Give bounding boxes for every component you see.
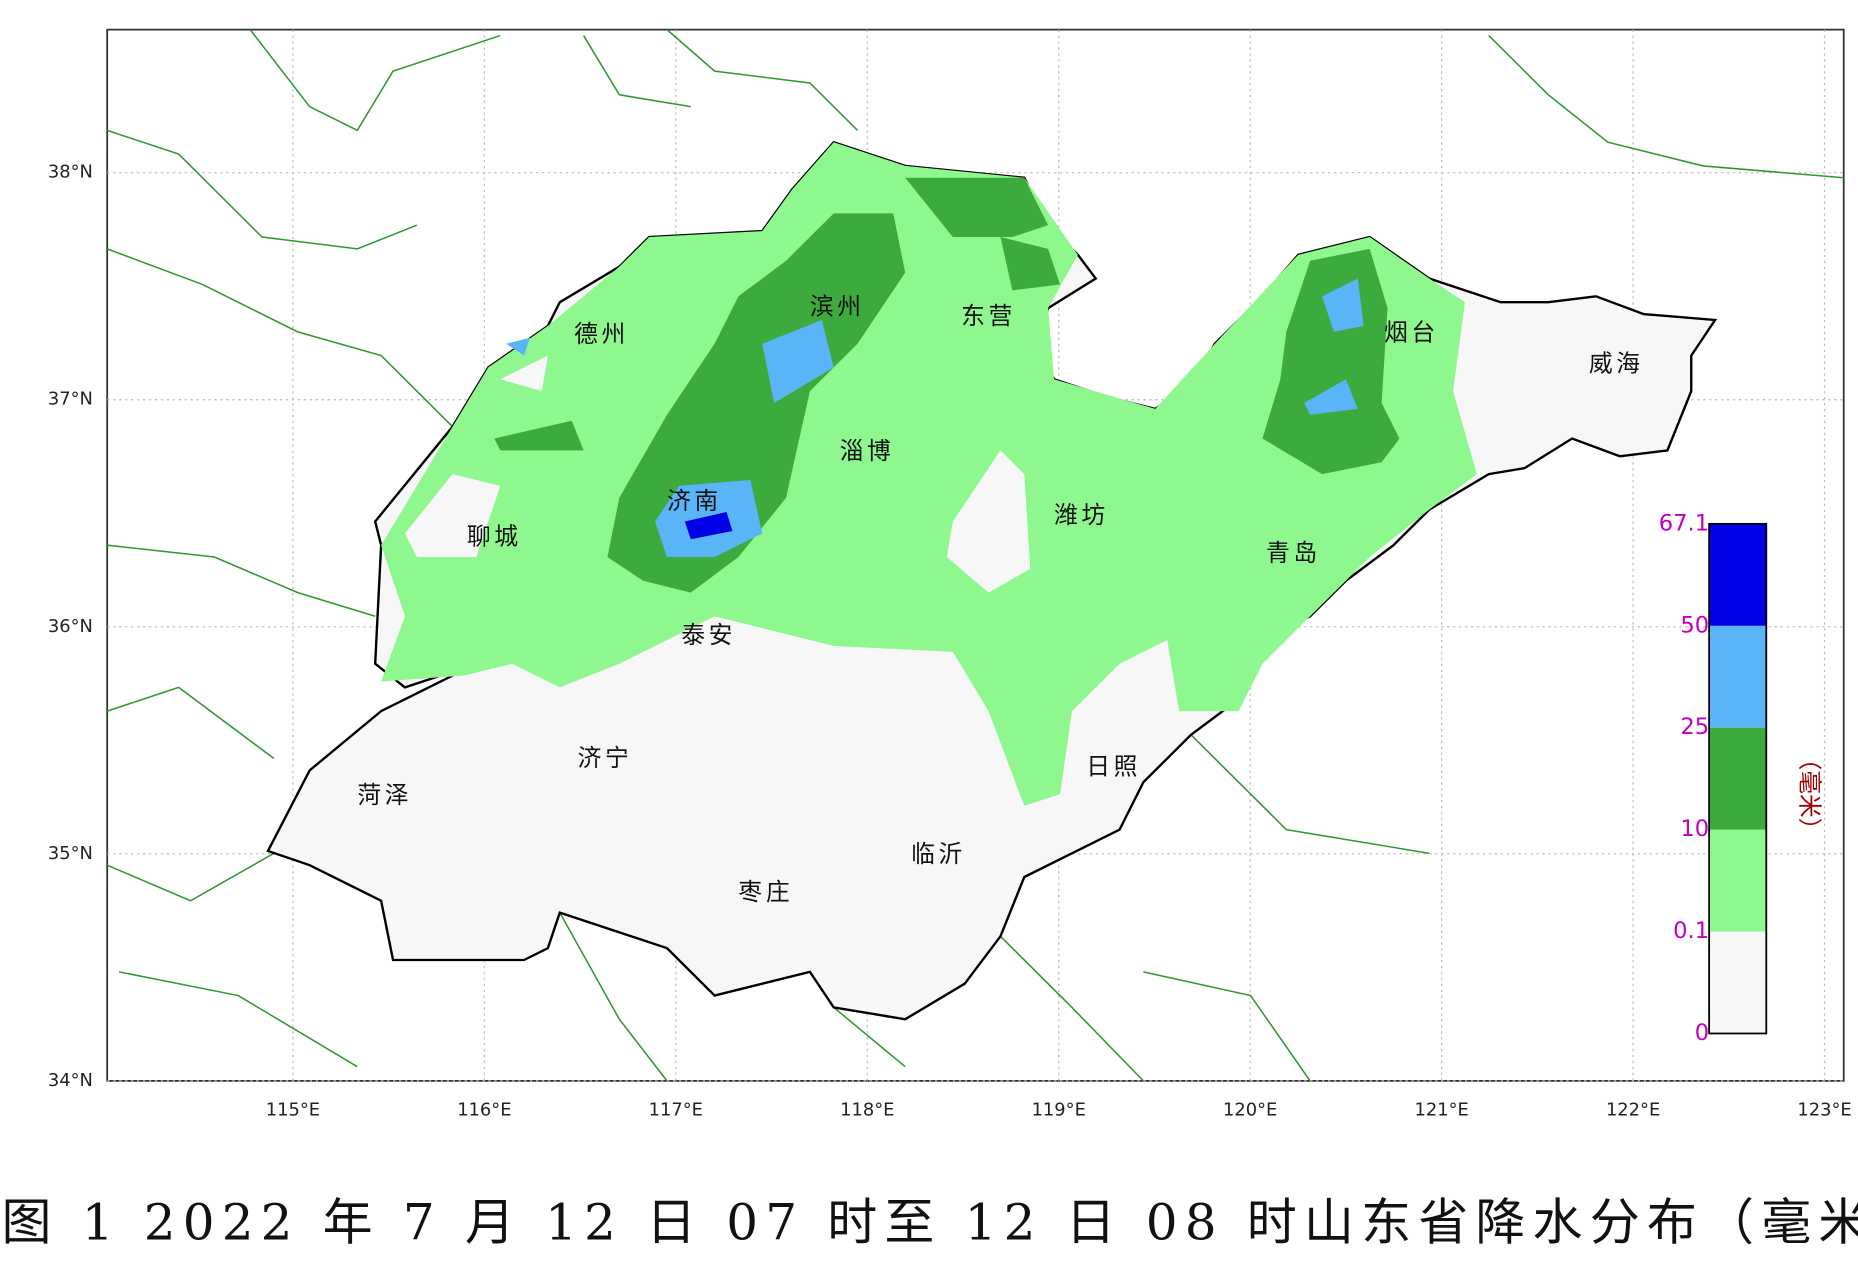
legend-label: 50 [1680,612,1709,638]
city-label: 枣庄 [738,878,793,906]
legend-swatch [1709,625,1767,728]
city-label: 青岛 [1266,539,1321,567]
lon-tick-label: 117°E [649,1100,703,1121]
city-label: 东营 [961,302,1016,330]
city-label: 淄博 [840,437,895,465]
legend-label: 10 [1680,816,1709,842]
lon-tick-label: 119°E [1032,1100,1086,1121]
city-label: 潍坊 [1054,501,1109,529]
legend-swatch [1709,829,1767,932]
legend-label: 0.1 [1673,918,1709,944]
lat-tick-label: 38°N [48,162,93,183]
lat-tick-label: 36°N [48,616,93,637]
precipitation-areas [381,142,1477,806]
legend-label: 0 [1695,1020,1709,1046]
lat-tick-label: 34°N [48,1070,93,1091]
lon-tick-label: 116°E [457,1100,511,1121]
legend-swatch [1709,727,1767,830]
lon-tick-label: 122°E [1606,1100,1660,1121]
legend: 0 0.1 10 25 50 67.1 [1659,510,1768,1046]
legend-frame [1708,522,1768,1035]
city-label: 滨州 [810,293,865,321]
city-label: 德州 [574,320,629,348]
lon-tick-label: 115°E [266,1100,320,1121]
city-labels: 德州 滨州 东营 烟台 威海 淄博 济南 聊城 潍坊 青岛 泰安 济宁 菏泽 日… [357,293,1644,906]
city-label: 菏泽 [357,781,412,809]
lat-tick-label: 37°N [48,389,93,410]
lat-tick-label: 35°N [48,843,93,864]
city-label: 济宁 [578,744,633,772]
legend-label: 67.1 [1659,510,1709,536]
lon-tick-label: 120°E [1223,1100,1277,1121]
legend-swatch [1709,931,1767,1034]
city-label: 济南 [667,487,722,515]
lon-tick-label: 123°E [1797,1100,1851,1121]
legend-swatch [1709,523,1767,626]
city-label: 烟台 [1384,319,1439,347]
caption: 图 1 2022 年 7 月 12 日 07 时至 12 日 08 时山东省降水… [2,1194,1858,1252]
city-label: 聊城 [467,523,522,551]
city-label: 日照 [1086,753,1141,781]
legend-label: 25 [1680,714,1709,740]
city-label: 泰安 [681,621,736,649]
city-label: 威海 [1589,350,1644,378]
lon-tick-label: 121°E [1414,1100,1468,1121]
lon-tick-label: 118°E [840,1100,894,1121]
city-label: 临沂 [911,840,966,868]
province-boundaries [106,29,1844,1082]
legend-unit: （毫米） [1795,747,1823,842]
